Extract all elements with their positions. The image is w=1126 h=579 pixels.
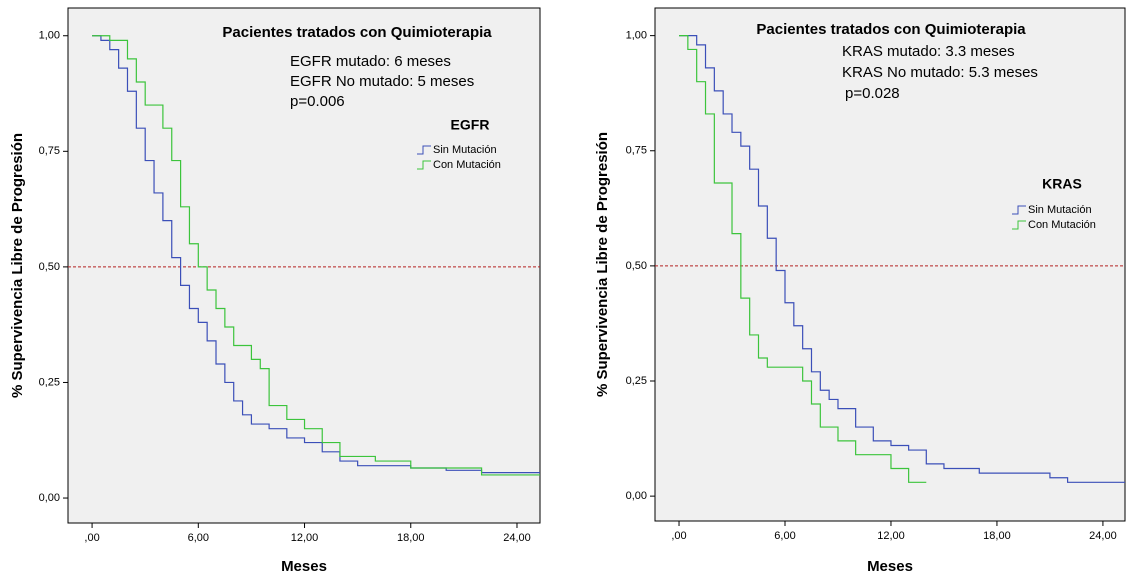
y-tick-label: 0,00 bbox=[626, 490, 647, 502]
annotation: p=0.006 bbox=[290, 93, 345, 110]
legend-label: Con Mutación bbox=[433, 159, 501, 171]
legend-swatch bbox=[1012, 220, 1026, 230]
y-axis-label: % Supervivencia Libre de Progresión bbox=[594, 132, 611, 397]
y-tick-label: 0,00 bbox=[39, 492, 60, 504]
x-tick-label: 18,00 bbox=[983, 530, 1011, 542]
y-tick-label: 0,75 bbox=[626, 145, 647, 157]
legend-label: Sin Mutación bbox=[433, 144, 497, 156]
survival-curve bbox=[92, 35, 540, 474]
x-axis-label: Meses bbox=[281, 558, 327, 575]
y-tick-label: 0,50 bbox=[626, 260, 647, 272]
x-tick-label: 6,00 bbox=[188, 532, 209, 544]
legend-swatch bbox=[1012, 205, 1026, 215]
annotation: KRAS No mutado: 5.3 meses bbox=[842, 64, 1038, 81]
legend-label: Sin Mutación bbox=[1028, 204, 1092, 216]
x-tick-label: ,00 bbox=[671, 530, 686, 542]
x-axis-label: Meses bbox=[867, 558, 913, 575]
annotation: EGFR No mutado: 5 meses bbox=[290, 73, 474, 90]
legend-label: Con Mutación bbox=[1028, 219, 1096, 231]
y-tick-label: 0,25 bbox=[626, 375, 647, 387]
survival-curve bbox=[679, 35, 1125, 483]
x-tick-label: 24,00 bbox=[1089, 530, 1117, 542]
survival-curve bbox=[92, 35, 540, 476]
survival-curve bbox=[679, 35, 927, 483]
legend-swatch bbox=[417, 160, 431, 170]
legend-title: EGFR bbox=[451, 117, 490, 133]
x-tick-label: 24,00 bbox=[503, 532, 531, 544]
chart-title: Pacientes tratados con Quimioterapia bbox=[756, 21, 1026, 38]
x-tick-label: 12,00 bbox=[291, 532, 319, 544]
y-tick-label: 1,00 bbox=[39, 30, 60, 42]
x-tick-label: ,00 bbox=[84, 532, 99, 544]
legend-swatch bbox=[417, 145, 431, 155]
y-tick-label: 1,00 bbox=[626, 30, 647, 42]
annotation: KRAS mutado: 3.3 meses bbox=[842, 43, 1015, 60]
x-tick-label: 18,00 bbox=[397, 532, 425, 544]
annotation: p=0.028 bbox=[845, 85, 900, 102]
annotation: EGFR mutado: 6 meses bbox=[290, 53, 451, 70]
x-tick-label: 6,00 bbox=[774, 530, 795, 542]
y-tick-label: 0,50 bbox=[39, 261, 60, 273]
y-tick-label: 0,25 bbox=[39, 376, 60, 388]
plot-area bbox=[654, 7, 1126, 522]
y-tick-label: 0,75 bbox=[39, 145, 60, 157]
chart-title: Pacientes tratados con Quimioterapia bbox=[222, 24, 492, 41]
y-axis-label: % Supervivencia Libre de Progresión bbox=[9, 133, 26, 398]
x-tick-label: 12,00 bbox=[877, 530, 905, 542]
legend-title: KRAS bbox=[1042, 176, 1082, 192]
plot-area bbox=[67, 7, 541, 524]
